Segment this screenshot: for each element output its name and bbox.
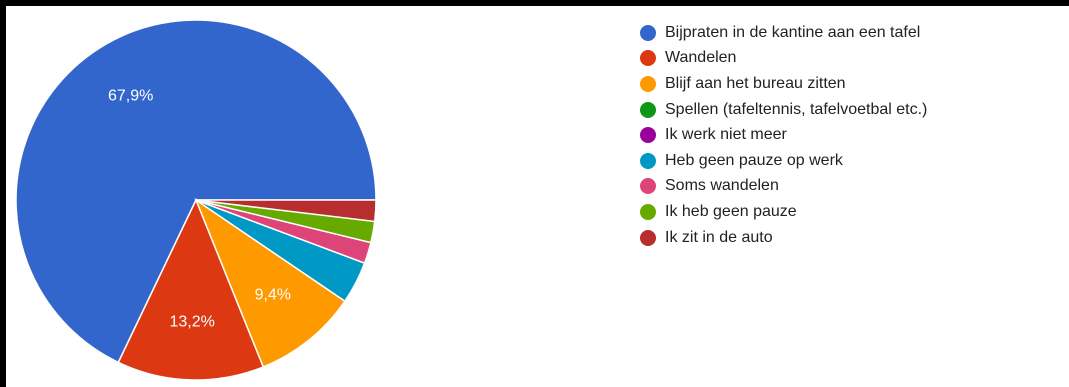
legend-label: Ik werk niet meer xyxy=(665,126,787,144)
legend-item[interactable]: Heb geen pauze op werk xyxy=(640,148,927,174)
legend-label: Bijpraten in de kantine aan een tafel xyxy=(665,23,921,41)
legend-swatch xyxy=(640,178,656,195)
legend-item[interactable]: Bijpraten in de kantine aan een tafel xyxy=(640,20,927,46)
legend-swatch xyxy=(640,127,656,144)
legend-item[interactable]: Blijf aan het bureau zitten xyxy=(640,71,927,97)
pie-data-labels: 67,9% 13,2% 9,4% xyxy=(108,88,291,331)
legend-label: Blijf aan het bureau zitten xyxy=(665,74,846,92)
pie-slice[interactable] xyxy=(15,19,377,364)
chart-legend: Bijpraten in de kantine aan een tafel Wan… xyxy=(640,20,927,250)
pie-slices xyxy=(15,19,377,381)
legend-label: Spellen (tafeltennis, tafelvoetbal etc.) xyxy=(665,100,928,118)
legend-item[interactable]: Ik zit in de auto xyxy=(640,225,927,251)
pie-slice[interactable] xyxy=(117,198,265,381)
legend-swatch xyxy=(640,203,656,220)
legend-label: Heb geen pauze op werk xyxy=(665,151,843,169)
pie-slice[interactable] xyxy=(195,199,377,223)
chart-panel: 67,9% 13,2% 9,4% Bijpraten in de kantine a… xyxy=(6,6,1069,387)
legend-swatch xyxy=(640,75,656,92)
legend-swatch xyxy=(640,229,656,246)
legend-item[interactable]: Spellen (tafeltennis, tafelvoetbal etc.) xyxy=(640,97,927,123)
legend-swatch xyxy=(640,101,656,118)
legend-item[interactable]: Wandelen xyxy=(640,46,927,72)
pie-chart: 67,9% 13,2% 9,4% xyxy=(15,19,377,381)
pie-data-label: 67,9% xyxy=(108,88,153,105)
legend-swatch xyxy=(640,24,656,41)
legend-item[interactable]: Ik heb geen pauze xyxy=(640,199,927,225)
pie-data-label: 9,4% xyxy=(255,287,291,304)
legend-swatch xyxy=(640,50,656,67)
legend-label: Ik zit in de auto xyxy=(665,228,773,246)
legend-swatch xyxy=(640,152,656,169)
legend-label: Ik heb geen pauze xyxy=(665,202,797,220)
legend-label: Soms wandelen xyxy=(665,177,779,195)
legend-label: Wandelen xyxy=(665,49,737,67)
legend-item[interactable]: Ik werk niet meer xyxy=(640,122,927,148)
legend-item[interactable]: Soms wandelen xyxy=(640,174,927,200)
pie-slice[interactable] xyxy=(194,197,346,368)
pie-data-label: 13,2% xyxy=(170,314,215,331)
